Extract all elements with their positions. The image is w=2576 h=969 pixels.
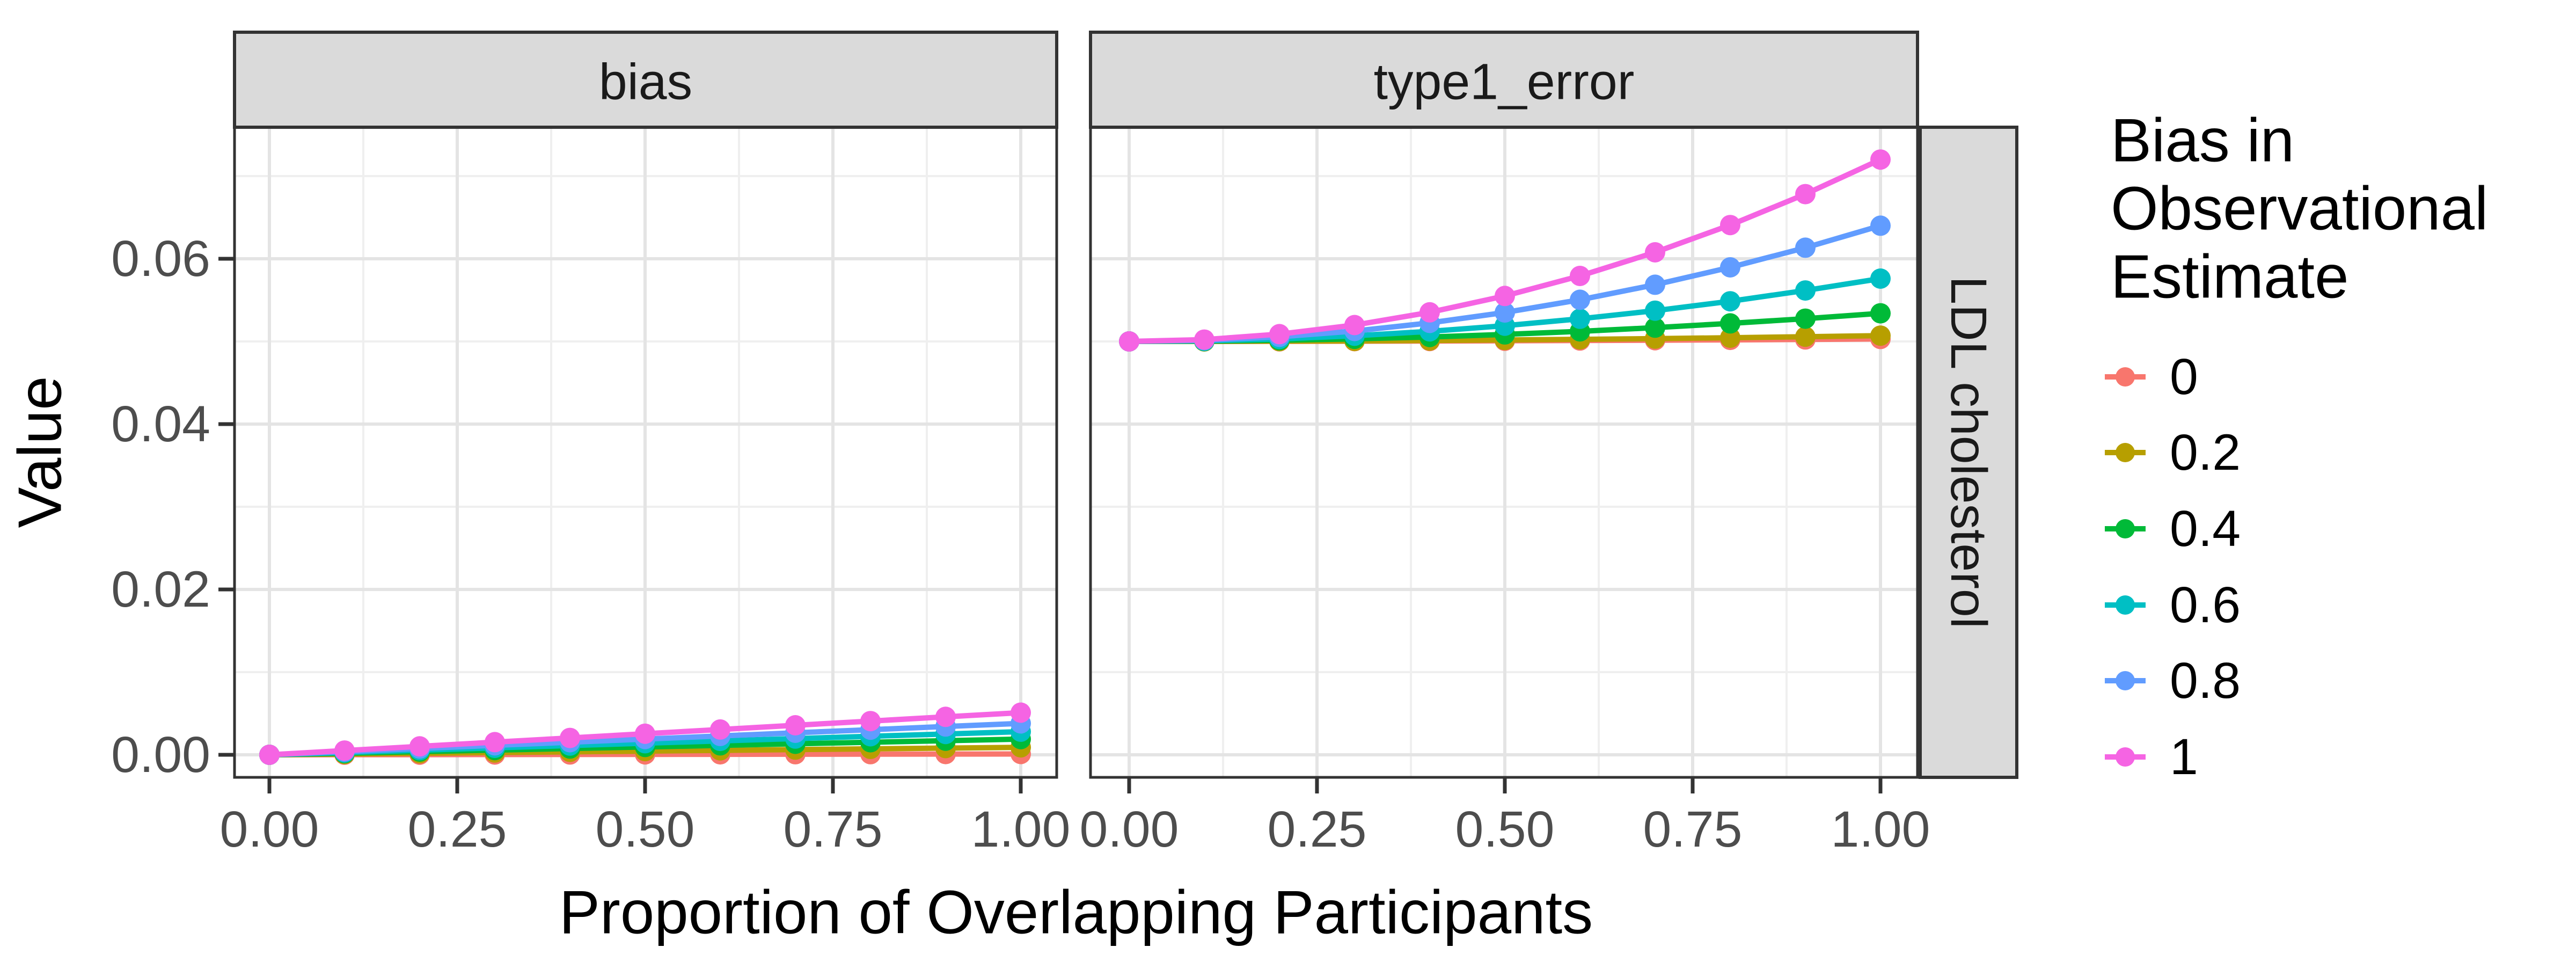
series-point-0.6-type1_error (1720, 291, 1740, 312)
x-tick-label: 0.00 (1080, 801, 1179, 858)
series-point-1-bias (334, 740, 355, 761)
series-point-1-bias (785, 715, 806, 735)
y-tick-label: 0.04 (111, 396, 210, 453)
series-point-0.2-type1_error (1795, 326, 1816, 347)
facet-strip-label-row: LDL cholesterol (1940, 276, 1997, 629)
y-tick-label: 0.00 (111, 726, 210, 783)
series-point-0.6-type1_error (1645, 300, 1665, 321)
x-tick-label: 0.25 (408, 801, 507, 858)
legend-label-0.8: 0.8 (2170, 652, 2241, 709)
series-point-1-bias (485, 732, 505, 753)
x-tick-label: 0.50 (596, 801, 695, 858)
series-point-0.8-type1_error (1645, 274, 1665, 295)
series-point-1-bias (710, 719, 730, 740)
x-tick-label: 1.00 (1831, 801, 1930, 858)
series-point-0.6-type1_error (1570, 308, 1590, 329)
series-point-0.8-type1_error (1495, 302, 1515, 323)
legend-title-line: Observational (2111, 175, 2488, 243)
facet-strip-label-type1_error: type1_error (1374, 54, 1635, 111)
series-point-0.8-type1_error (1870, 215, 1891, 236)
legend-label-0: 0 (2170, 348, 2198, 405)
series-point-1-type1_error (1344, 315, 1365, 336)
series-point-0.4-type1_error (1720, 313, 1740, 334)
series-point-1-bias (409, 736, 430, 757)
series-point-1-bias (935, 706, 956, 727)
legend-key-dot-0.6 (2116, 595, 2135, 615)
y-tick-label: 0.02 (111, 561, 210, 618)
x-tick-label: 1.00 (971, 801, 1071, 858)
series-point-1-type1_error (1795, 184, 1816, 205)
x-tick-label: 0.75 (1643, 801, 1743, 858)
facet-strip-row (1919, 126, 2018, 779)
legend-label-0.6: 0.6 (2170, 577, 2241, 633)
series-point-0.2-type1_error (1870, 325, 1891, 346)
series-point-1-type1_error (1645, 242, 1665, 263)
series-point-0.4-type1_error (1795, 308, 1816, 329)
series-point-1-type1_error (1419, 302, 1440, 323)
facet-strip-label-bias: bias (599, 54, 692, 111)
series-point-0.8-type1_error (1570, 289, 1590, 310)
legend-key-dot-0.8 (2116, 671, 2135, 690)
series-point-1-bias (635, 723, 655, 744)
series-point-1-type1_error (1119, 331, 1139, 352)
series-point-1-bias (259, 745, 280, 765)
y-axis-title: Value (6, 376, 75, 528)
legend-title-line: Bias in (2111, 107, 2294, 175)
legend-title-line: Estimate (2111, 243, 2348, 311)
series-point-1-type1_error (1194, 329, 1214, 350)
x-tick-label: 0.75 (784, 801, 883, 858)
legend-key-dot-0.2 (2116, 443, 2135, 462)
series-point-0.8-type1_error (1795, 237, 1816, 258)
series-point-0.2-type1_error (1720, 327, 1740, 348)
series-point-1-type1_error (1269, 324, 1290, 345)
legend-label-1: 1 (2170, 728, 2198, 785)
facet-strip-bias (233, 31, 1058, 129)
y-tick-label: 0.06 (111, 230, 210, 287)
series-point-1-bias (560, 727, 580, 748)
legend-label-0.2: 0.2 (2170, 424, 2241, 481)
legend-key-dot-0.4 (2116, 519, 2135, 538)
x-tick-label: 0.00 (220, 801, 319, 858)
series-point-0.6-type1_error (1870, 268, 1891, 289)
series-point-1-type1_error (1570, 266, 1590, 286)
x-axis-title: Proportion of Overlapping Participants (559, 879, 1593, 947)
series-point-0.4-type1_error (1870, 303, 1891, 324)
series-point-1-bias (860, 711, 881, 732)
x-tick-label: 0.50 (1455, 801, 1555, 858)
series-point-1-bias (1011, 702, 1031, 723)
legend-key-dot-0 (2116, 367, 2135, 387)
series-point-1-type1_error (1720, 215, 1740, 236)
series-point-0.4-type1_error (1645, 317, 1665, 338)
x-tick-label: 0.25 (1268, 801, 1367, 858)
legend-label-0.4: 0.4 (2170, 500, 2241, 557)
facet-strip-type1_error (1089, 31, 1919, 129)
series-point-0.6-type1_error (1795, 280, 1816, 301)
series-point-0.8-type1_error (1720, 257, 1740, 278)
series-point-1-type1_error (1495, 286, 1515, 307)
legend-key-dot-1 (2116, 747, 2135, 767)
series-point-1-type1_error (1870, 149, 1891, 170)
